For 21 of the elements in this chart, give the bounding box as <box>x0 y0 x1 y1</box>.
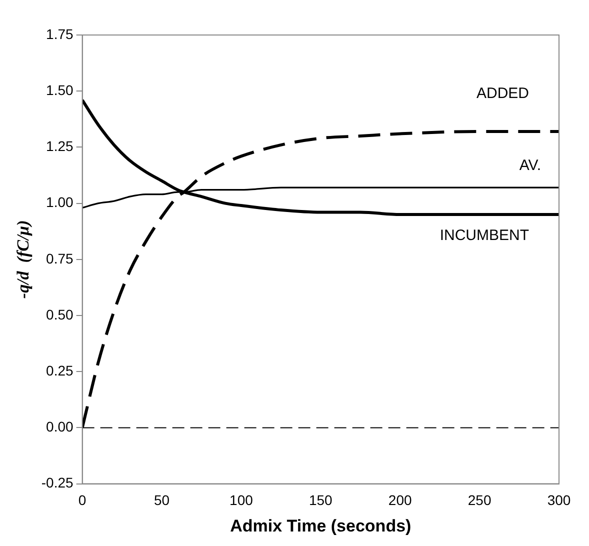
y-tick-label: 1.75 <box>46 26 74 42</box>
x-tick-label: 50 <box>154 492 170 508</box>
y-tick-label: 0.25 <box>46 362 74 378</box>
y-tick-label: 1.00 <box>46 194 74 210</box>
x-tick-label: 200 <box>388 492 412 508</box>
x-tick-label: 300 <box>547 492 571 508</box>
y-axis-title: -q/d (fC/μ) <box>14 220 33 299</box>
x-tick-label: 250 <box>468 492 492 508</box>
series-label: INCUMBENT <box>440 227 529 244</box>
y-tick-label: 1.25 <box>46 138 74 154</box>
y-tick-label: -0.25 <box>41 474 74 491</box>
x-tick-label: 150 <box>308 492 333 508</box>
y-tick-label: 1.50 <box>46 82 74 98</box>
x-tick-label: 100 <box>230 492 254 508</box>
series-label: AV. <box>519 157 541 174</box>
y-tick-label: 0.50 <box>46 306 74 322</box>
series-label: ADDED <box>476 85 530 102</box>
y-tick-label: 0.00 <box>46 418 74 435</box>
x-axis-title: Admix Time (seconds) <box>230 516 412 536</box>
x-tick-label: 0 <box>78 492 86 508</box>
y-tick-label: 0.75 <box>46 250 74 266</box>
